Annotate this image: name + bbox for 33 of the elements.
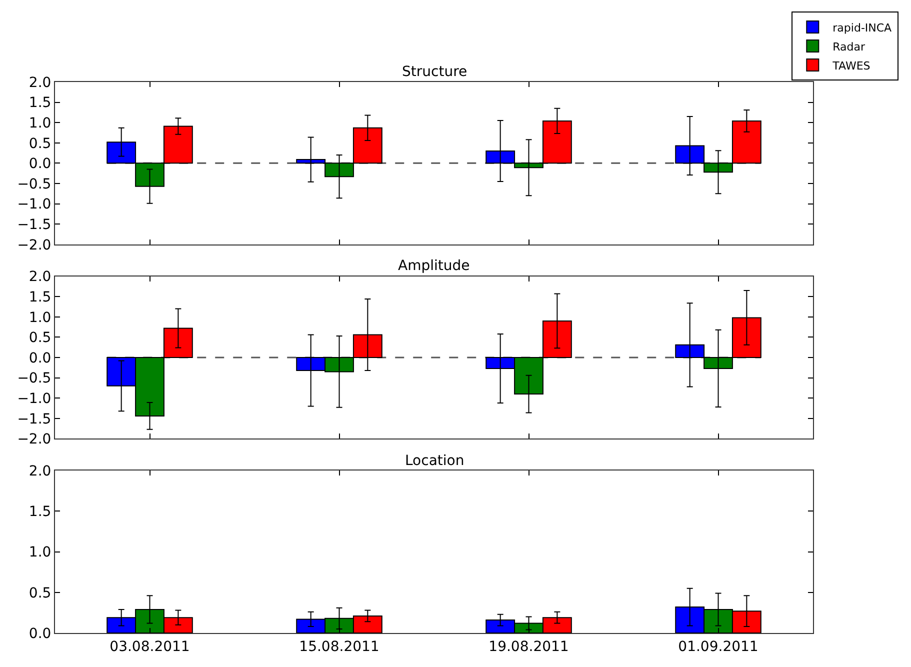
y-tick-label: 1.5 bbox=[28, 95, 52, 112]
x-tick-label: 01.09.2011 bbox=[678, 638, 758, 655]
chart-title: Structure bbox=[402, 64, 468, 80]
y-tick-label: 1.5 bbox=[28, 290, 52, 306]
x-tick-label: 03.08.2011 bbox=[110, 638, 190, 655]
x-tick-label: 15.08.2011 bbox=[299, 638, 380, 655]
y-tick-label: −2.0 bbox=[17, 237, 52, 254]
chart-title: Amplitude bbox=[398, 258, 470, 274]
y-tick-label: 2.0 bbox=[28, 464, 52, 480]
y-tick-label: −0.5 bbox=[17, 176, 52, 192]
y-tick-label: 2.0 bbox=[28, 269, 52, 286]
x-tick-label: 19.08.2011 bbox=[488, 638, 569, 655]
y-tick-label: 0.0 bbox=[28, 156, 52, 172]
y-tick-label: −1.5 bbox=[17, 411, 52, 428]
y-tick-label: 0.0 bbox=[28, 350, 52, 366]
y-tick-label: 1.0 bbox=[28, 310, 52, 326]
chart-title: Location bbox=[405, 453, 464, 469]
y-tick-label: 2.0 bbox=[28, 74, 52, 91]
y-tick-label: 0.5 bbox=[28, 330, 52, 346]
legend-label: rapid-INCA bbox=[832, 21, 892, 34]
y-tick-label: −1.5 bbox=[17, 216, 52, 233]
y-tick-label: 1.5 bbox=[28, 504, 52, 520]
y-tick-label: 0.5 bbox=[28, 136, 52, 152]
legend-label: TAWES bbox=[832, 59, 870, 72]
y-tick-label: 1.0 bbox=[28, 115, 52, 132]
y-tick-label: −2.0 bbox=[17, 432, 52, 448]
y-tick-label: −0.5 bbox=[17, 370, 52, 387]
y-tick-label: 0.0 bbox=[28, 626, 52, 642]
y-tick-label: −1.0 bbox=[17, 390, 52, 407]
legend-label: Radar bbox=[832, 40, 866, 54]
y-tick-label: 1.0 bbox=[28, 544, 52, 561]
y-tick-label: −1.0 bbox=[17, 196, 52, 213]
y-tick-label: 0.5 bbox=[28, 585, 52, 602]
